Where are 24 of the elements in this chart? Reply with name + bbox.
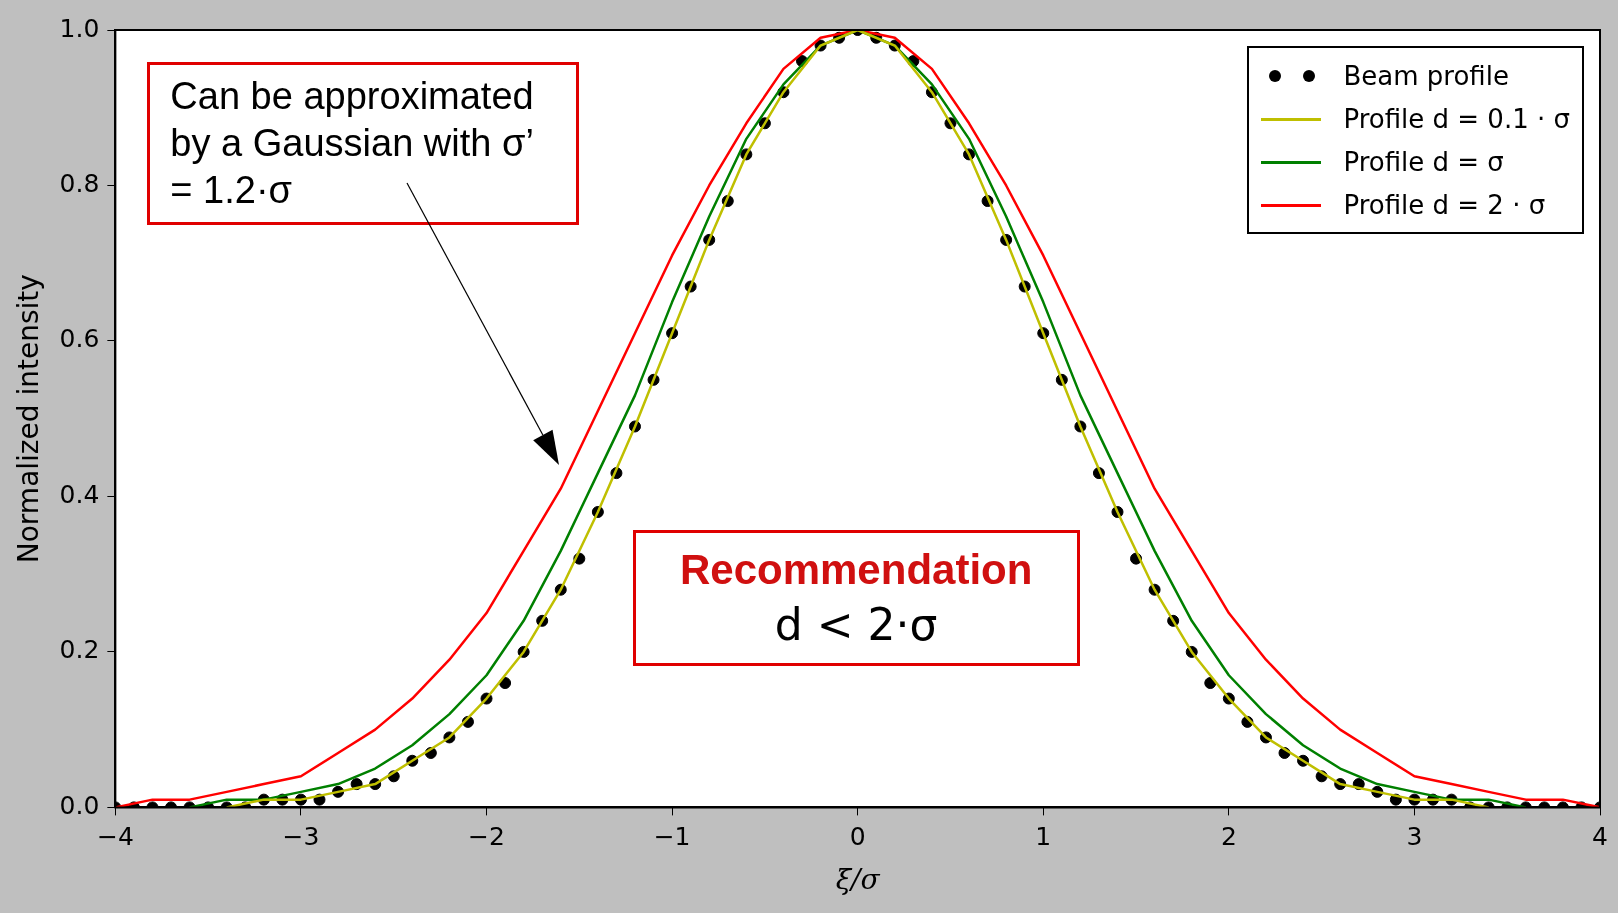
y-tick-label: 0.4 xyxy=(59,479,100,509)
x-tick-label: −4 xyxy=(96,821,134,851)
annotation: Can be approximated by a Gaussian with σ’ = 1.2·σ xyxy=(147,62,580,225)
y-tick-label: 0.2 xyxy=(59,635,100,665)
x-tick-label: 0 xyxy=(849,821,866,851)
legend-label: Beam profile xyxy=(1343,60,1509,91)
y-tick-label: 0.0 xyxy=(59,790,100,820)
x-tick-label: 3 xyxy=(1406,821,1423,851)
legend-label: Profile d = 2 · σ xyxy=(1343,189,1546,220)
annotation: Recommendation xyxy=(678,545,1034,595)
x-tick-label: 1 xyxy=(1035,821,1052,851)
legend-label: Profile d = 0.1 · σ xyxy=(1343,103,1570,134)
y-tick-label: 0.6 xyxy=(59,324,100,354)
x-tick-label: −3 xyxy=(282,821,320,851)
x-tick-label: 4 xyxy=(1592,821,1608,851)
x-tick-label: −1 xyxy=(653,821,691,851)
x-tick-label: 2 xyxy=(1220,821,1237,851)
y-tick-label: 1.0 xyxy=(59,13,100,43)
y-tick-label: 0.8 xyxy=(59,168,100,198)
y-axis-title: Normalized intensity xyxy=(12,274,46,564)
x-axis-title: ξ/σ xyxy=(835,863,881,897)
legend-label: Profile d = σ xyxy=(1343,146,1504,177)
x-tick-label: −2 xyxy=(468,821,505,851)
annotation: d < 2·σ xyxy=(773,598,939,652)
